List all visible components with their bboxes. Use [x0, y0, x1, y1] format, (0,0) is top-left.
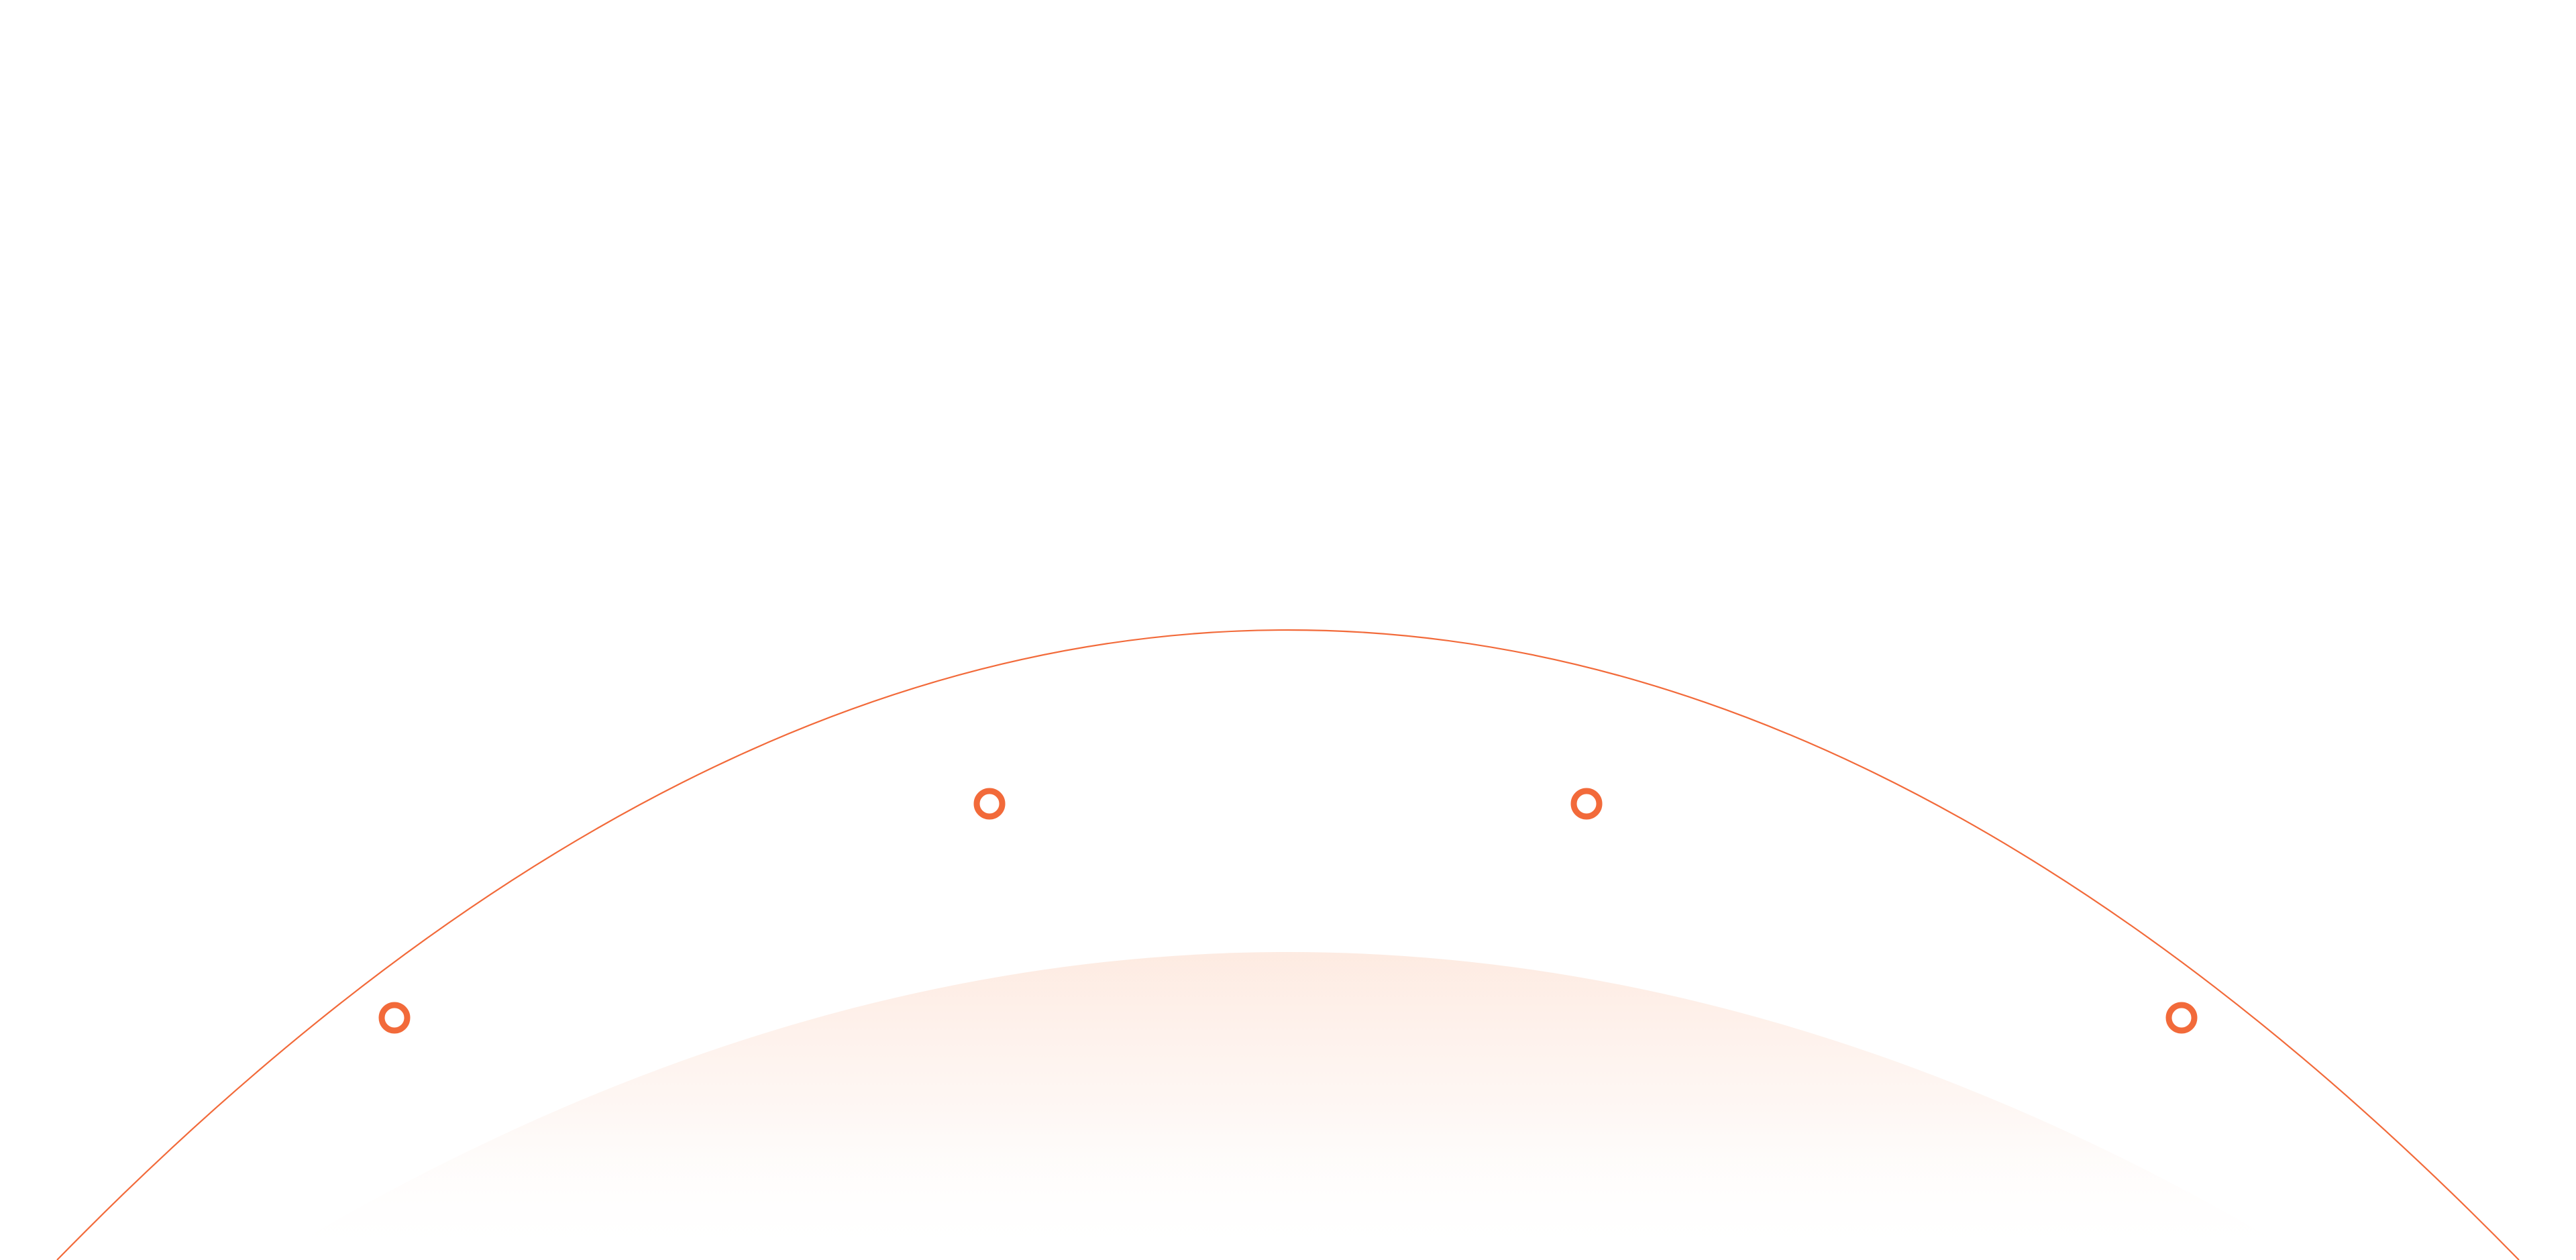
arc-node-1: [378, 1002, 411, 1034]
outer-arc: [56, 629, 2520, 1260]
arc-node-4: [2165, 1002, 2198, 1034]
arc-node-3: [1570, 788, 1603, 820]
arc-nodes: [378, 788, 2198, 1034]
inner-glow-dome: [268, 952, 2308, 1260]
arc-node-2: [973, 788, 1006, 820]
